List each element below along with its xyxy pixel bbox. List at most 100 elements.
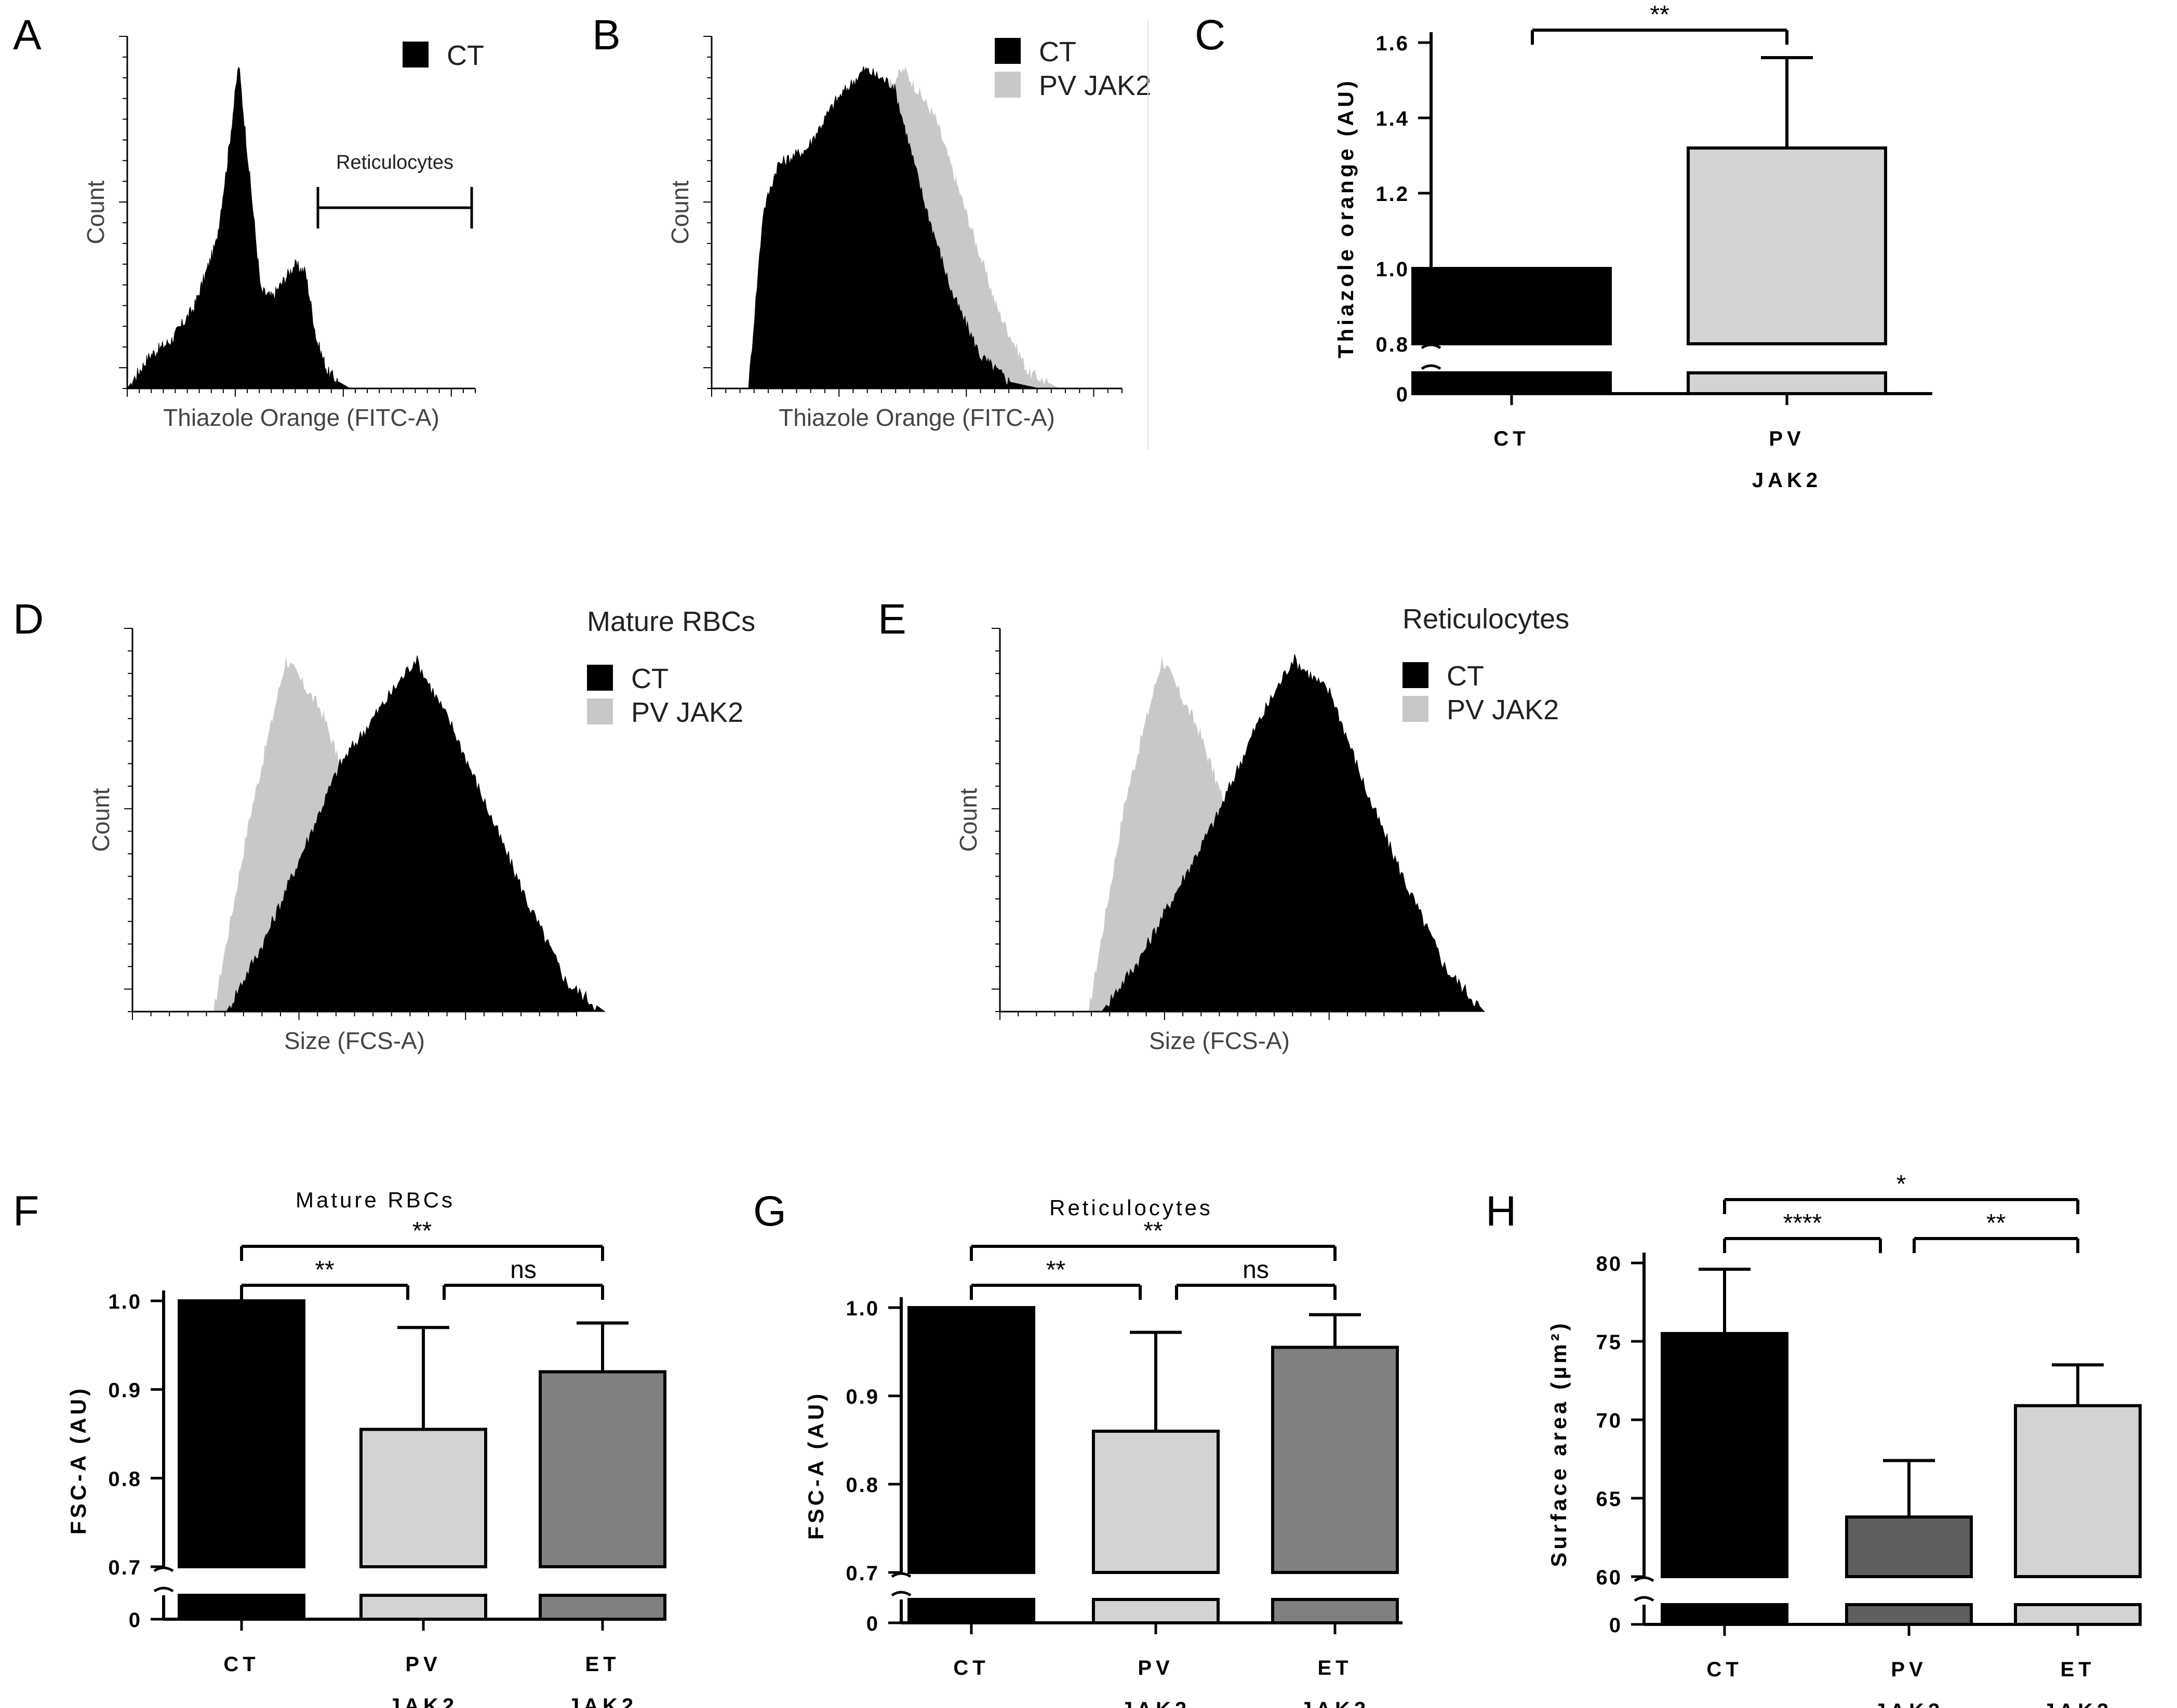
y-tick-label-H: 70	[1596, 1409, 1623, 1432]
y-tick-label-F: 0.8	[108, 1468, 142, 1490]
histogram-B-ct	[748, 66, 1039, 389]
panel-H: H 0 60 65 70 75 80 CT PV JAK2 ET JAK2 Surface area (…	[1486, 1171, 2151, 1708]
legend-label-D: CT	[631, 663, 669, 694]
break-mark-C	[1421, 364, 1441, 370]
annotation-A: Reticulocytes	[336, 152, 453, 173]
bar-base-G-1	[1092, 1598, 1220, 1624]
x-tick-label-H: JAK2	[1874, 1700, 1944, 1708]
legend-label-D: PV JAK2	[631, 697, 743, 728]
axis-break-band-G	[870, 1575, 1413, 1597]
x-tick-label-G: JAK2	[1121, 1698, 1191, 1708]
legend-title-E: Reticulocytes	[1403, 603, 1569, 635]
bar-base-F-2	[539, 1594, 666, 1621]
y-axis-label-D: Count	[87, 788, 114, 852]
bar-H-1	[1845, 1515, 1973, 1578]
legend-swatch-E	[1403, 662, 1428, 688]
sig-label-G: ns	[1243, 1256, 1269, 1284]
legend-label-B: CT	[1039, 36, 1076, 68]
x-tick-label-F: JAK2	[568, 1694, 637, 1708]
x-tick-label-H: ET	[2060, 1658, 2095, 1681]
panel-letter-F: F	[13, 1188, 39, 1235]
axis-break-band-H	[1613, 1579, 2151, 1603]
y-tick-label-F: 0.7	[108, 1556, 142, 1579]
y-tick-label-H: 65	[1596, 1488, 1623, 1511]
sig-label-G: **	[1046, 1256, 1065, 1284]
legend-label-E: PV JAK2	[1447, 694, 1559, 725]
panel-C: C 0 0.8 1.0 1.2 1.4 1.6 CT PV JAK2 Thiazole orange…	[1195, 1, 1943, 492]
x-tick-label-C: PV	[1769, 427, 1805, 450]
histogram-D-ct	[226, 655, 606, 1012]
x-tick-label-H: JAK2	[2043, 1700, 2113, 1708]
y-tick-label-C: 1.4	[1375, 107, 1409, 130]
histogram-E-ct	[1101, 654, 1485, 1012]
x-axis-label-B: Thiazole Orange (FITC-A)	[779, 404, 1055, 431]
panel-letter-B: B	[592, 11, 621, 59]
legend-swatch-D	[587, 665, 613, 691]
y-tick-label-H: 75	[1596, 1331, 1623, 1354]
bar-H-0	[1661, 1332, 1788, 1578]
y-axis-label-C: Thiazole orange (AU)	[1333, 78, 1358, 358]
y-tick-label-G: 0.7	[846, 1562, 879, 1585]
sig-label-F: ns	[510, 1256, 537, 1284]
y-axis-label-F: FSC-A (AU)	[66, 1386, 90, 1535]
bar-base-F-1	[359, 1594, 487, 1621]
bar-G-1	[1092, 1430, 1220, 1574]
y-tick-label-G: 0	[866, 1612, 879, 1635]
bar-C-0	[1411, 267, 1612, 345]
y-axis-label-H: Surface area (µm²)	[1546, 1320, 1571, 1567]
x-tick-label-C: CT	[1493, 427, 1529, 450]
axis-break-band-F	[132, 1569, 639, 1593]
legend-label-B: PV JAK2	[1039, 70, 1151, 101]
panel-letter-D: D	[13, 596, 44, 643]
y-tick-label-H: 60	[1596, 1566, 1623, 1589]
histogram-A-ct	[127, 66, 351, 389]
legend-swatch-E	[1403, 696, 1428, 722]
legend-label-E: CT	[1447, 661, 1484, 692]
bar-F-0	[178, 1299, 305, 1568]
x-tick-label-G: JAK2	[1300, 1698, 1370, 1708]
x-axis-label-E: Size (FCS-A)	[1149, 1027, 1290, 1054]
panel-G: G 0 0.7 0.8 0.9 1.0 CT PV JAK2 ET JAK2 FSC-A (AU) Re…	[753, 1188, 1413, 1708]
y-tick-label-H: 0	[1609, 1614, 1622, 1637]
x-tick-label-H: CT	[1706, 1658, 1742, 1681]
chart-title-G: Reticulocytes	[1049, 1195, 1213, 1220]
break-mark-H	[1634, 1596, 1654, 1602]
y-axis-label-E: Count	[955, 788, 982, 852]
bar-base-C-1	[1687, 371, 1887, 395]
bar-G-2	[1271, 1346, 1399, 1574]
x-tick-label-F: PV	[405, 1653, 441, 1676]
panel-F: F 0 0.7 0.8 0.9 1.0 CT PV JAK2 ET JAK2 FSC-A (AU) Ma…	[13, 1188, 666, 1708]
panel-letter-E: E	[878, 596, 906, 643]
bar-C-1	[1687, 146, 1887, 345]
bar-base-H-2	[2014, 1603, 2142, 1626]
y-tick-label-C: 1.6	[1375, 32, 1409, 55]
sig-label-F: **	[412, 1217, 432, 1245]
x-tick-label-F: JAK2	[389, 1694, 458, 1708]
legend-swatch-B	[995, 72, 1021, 98]
y-tick-label-F: 0.9	[108, 1379, 142, 1402]
sig-label-F: **	[315, 1256, 334, 1284]
panel-letter-C: C	[1195, 11, 1225, 59]
y-axis-label-A: Count	[82, 180, 109, 244]
x-tick-label-F: ET	[585, 1653, 620, 1676]
legend-swatch-B	[995, 38, 1021, 64]
x-tick-label-G: PV	[1138, 1657, 1173, 1679]
y-tick-label-H: 80	[1596, 1253, 1623, 1275]
legend-swatch-A	[403, 42, 429, 68]
legend-swatch-D	[587, 698, 613, 724]
legend-label-A: CT	[447, 40, 484, 71]
bar-H-2	[2014, 1404, 2142, 1579]
legend-title-D: Mature RBCs	[587, 606, 755, 637]
bar-F-2	[539, 1370, 666, 1569]
x-tick-label-G: CT	[953, 1657, 989, 1679]
y-axis-label-G: FSC-A (AU)	[804, 1391, 828, 1540]
y-tick-label-G: 0.9	[846, 1386, 879, 1408]
sig-label-H: **	[1986, 1209, 2006, 1237]
panel-letter-G: G	[753, 1188, 786, 1235]
panel-A: A Thiazole Orange (FITC-A) Count CT Reticulo…	[13, 11, 484, 431]
bar-base-H-0	[1661, 1603, 1788, 1626]
sig-label-G: **	[1143, 1217, 1163, 1245]
y-tick-label-C: 0.8	[1375, 333, 1409, 356]
